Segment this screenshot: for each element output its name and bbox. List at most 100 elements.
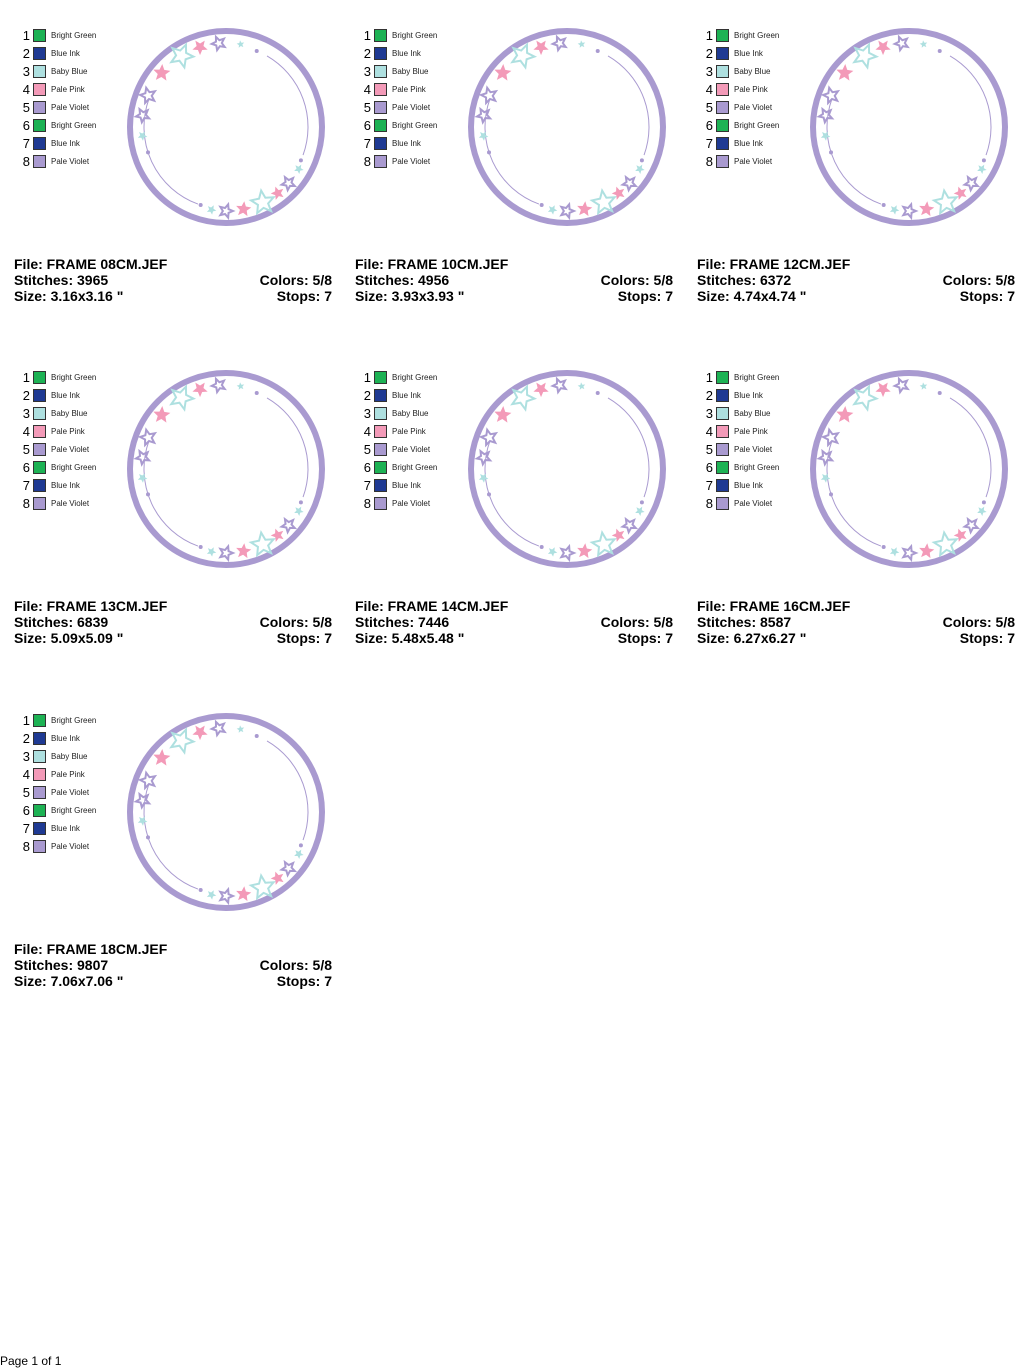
color-swatch-row: 2 Blue Ink	[20, 731, 130, 747]
star-motif	[192, 40, 208, 56]
star-motif	[919, 201, 935, 217]
color-number: 2	[22, 388, 30, 403]
dot-motif	[595, 48, 600, 53]
color-number: 8	[22, 154, 30, 169]
color-swatch-row: 1 Bright Green	[703, 370, 813, 386]
star-motif	[559, 201, 577, 221]
color-number: 4	[22, 424, 30, 439]
color-swatch	[716, 497, 729, 510]
star-motif	[611, 186, 625, 200]
outer-ring	[127, 370, 325, 568]
design-card: 1 Bright Green 2 Blue Ink 3 Baby Blue 4 Pale Pi…	[355, 370, 675, 690]
color-count: Colors: 5/8	[600, 272, 673, 288]
color-number: 6	[705, 118, 713, 133]
dot-motif	[146, 492, 151, 497]
color-swatch	[33, 407, 46, 420]
dot-motif	[539, 202, 544, 207]
dot-motif	[595, 390, 600, 395]
color-name: Baby Blue	[392, 409, 429, 418]
dot-motif	[487, 492, 492, 497]
star-motif	[169, 42, 197, 70]
star-motif	[209, 34, 227, 53]
color-swatch-row: 6 Bright Green	[361, 460, 471, 476]
color-swatch	[374, 65, 387, 78]
design-card: 1 Bright Green 2 Blue Ink 3 Baby Blue 4 Pale Pi…	[14, 370, 334, 690]
color-name: Pale Violet	[392, 499, 431, 508]
star-motif	[478, 131, 489, 141]
star-motif	[206, 547, 217, 557]
color-swatch	[33, 65, 46, 78]
star-motif	[494, 64, 512, 81]
inner-arc	[266, 740, 309, 841]
star-motif	[133, 791, 152, 810]
color-swatch-row: 5 Pale Violet	[20, 442, 130, 458]
star-motif	[931, 188, 959, 216]
color-name: Bright Green	[734, 463, 780, 472]
star-motif	[962, 174, 981, 193]
star-motif	[294, 849, 304, 859]
color-name: Bright Green	[51, 716, 97, 725]
star-motif	[820, 473, 831, 483]
color-swatch	[33, 29, 46, 42]
color-swatch-row: 2 Blue Ink	[361, 388, 471, 404]
color-number: 8	[22, 839, 30, 854]
color-number: 7	[22, 821, 30, 836]
star-motif	[133, 106, 152, 125]
star-motif	[875, 40, 891, 56]
star-motif	[209, 376, 227, 395]
color-swatch	[33, 155, 46, 168]
star-motif	[977, 164, 987, 174]
star-motif	[137, 770, 158, 791]
dot-motif	[254, 733, 259, 738]
color-number: 2	[363, 388, 371, 403]
color-number: 3	[363, 406, 371, 421]
color-name: Bright Green	[734, 373, 780, 382]
color-swatch-row: 3 Baby Blue	[703, 64, 813, 80]
color-number: 1	[705, 28, 713, 43]
star-motif	[889, 205, 900, 215]
dot-motif	[254, 390, 259, 395]
stitch-count: Stitches: 7446	[355, 614, 450, 630]
frame-preview	[127, 28, 325, 226]
star-motif	[901, 201, 919, 221]
star-motif	[270, 186, 284, 200]
star-motif	[153, 64, 171, 81]
color-number: 1	[22, 370, 30, 385]
color-swatch	[374, 461, 387, 474]
star-motif	[279, 516, 298, 535]
file-name: File: FRAME 13CM.JEF	[14, 598, 168, 614]
stop-count: Stops: 7	[959, 288, 1015, 304]
color-number: 2	[705, 46, 713, 61]
color-number: 5	[363, 442, 371, 457]
star-motif	[559, 543, 577, 563]
color-number: 1	[22, 28, 30, 43]
color-swatch	[33, 804, 46, 817]
star-motif	[635, 164, 645, 174]
star-motif	[137, 85, 158, 106]
color-name: Bright Green	[734, 121, 780, 130]
color-name: Baby Blue	[51, 409, 88, 418]
color-swatch-row: 4 Pale Pink	[361, 82, 471, 98]
star-motif	[589, 530, 617, 558]
stop-count: Stops: 7	[617, 288, 673, 304]
color-swatch-row: 7 Blue Ink	[361, 136, 471, 152]
color-name: Bright Green	[51, 31, 97, 40]
color-name: Pale Pink	[734, 427, 768, 436]
color-swatch	[716, 479, 729, 492]
dot-motif	[937, 48, 942, 53]
color-name: Pale Violet	[51, 103, 90, 112]
color-number: 8	[22, 496, 30, 511]
color-name: Pale Pink	[392, 85, 426, 94]
star-motif	[889, 547, 900, 557]
color-name: Blue Ink	[734, 481, 763, 490]
color-swatch-row: 4 Pale Pink	[703, 424, 813, 440]
file-name: File: FRAME 10CM.JEF	[355, 256, 509, 272]
color-name: Baby Blue	[734, 67, 771, 76]
star-motif	[478, 473, 489, 483]
star-motif	[620, 516, 639, 535]
color-number: 3	[705, 64, 713, 79]
design-size: Size: 6.27x6.27 "	[697, 630, 807, 646]
color-name: Blue Ink	[392, 139, 421, 148]
star-motif	[218, 886, 236, 906]
color-swatch	[716, 389, 729, 402]
